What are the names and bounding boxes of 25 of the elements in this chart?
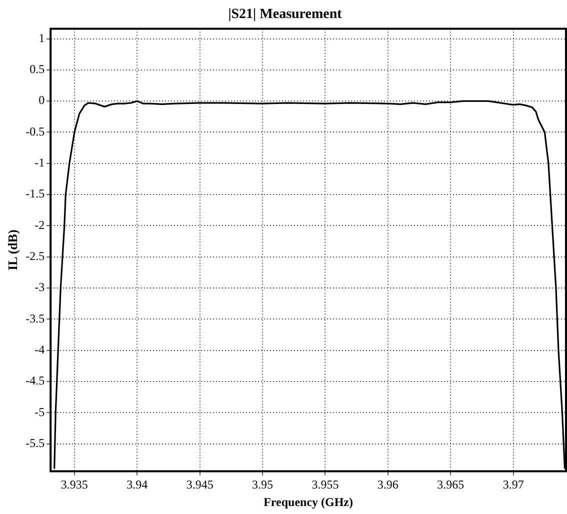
y-tick-label: 0: [38, 93, 45, 108]
y-tick-label: -4.5: [26, 374, 45, 388]
x-tick-label: 3.965: [437, 478, 464, 492]
chart-title: |S21| Measurement: [228, 7, 342, 22]
y-axis-title: IL (dB): [5, 230, 20, 270]
x-axis-title: Frequency (GHz): [264, 494, 354, 509]
y-tick-label: -0.5: [26, 124, 45, 138]
y-tick-label: -2: [34, 218, 45, 232]
x-tick-label: 3.955: [312, 478, 339, 492]
y-tick-label: -5: [34, 404, 45, 419]
y-tick-label: -3.5: [26, 311, 45, 326]
y-tick-label: 1: [38, 30, 45, 45]
x-tick-label: 3.95: [252, 478, 274, 492]
x-tick-label: 3.96: [377, 478, 398, 492]
y-tick-label: -2.5: [26, 249, 45, 264]
y-tick-label: 0.5: [30, 62, 45, 76]
x-tick-label: 3.97: [502, 478, 524, 492]
y-tick-label: -3: [34, 280, 45, 294]
y-tick-label: -4: [34, 342, 45, 356]
x-tick-label: 3.935: [60, 478, 88, 492]
y-tick-label: -5.5: [26, 436, 45, 450]
y-tick-label: -1.5: [26, 186, 45, 201]
y-tick-label: -1: [34, 156, 45, 170]
x-tick-label: 3.945: [186, 478, 214, 492]
x-tick-label: 3.94: [126, 478, 148, 492]
